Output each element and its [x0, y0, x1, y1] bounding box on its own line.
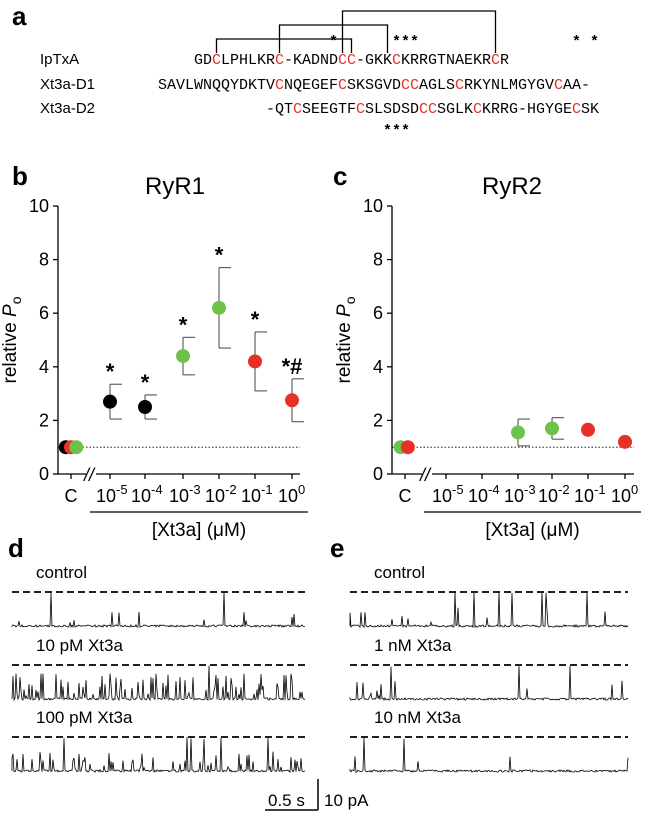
scale-bar: 0.5 s 10 pA [265, 779, 369, 811]
conservation-mark: *** [392, 34, 419, 51]
y-tick-label: 2 [373, 410, 383, 430]
data-point [248, 354, 262, 369]
channel-trace [349, 737, 629, 773]
x-tick-label: 10-2 [205, 482, 237, 506]
data-point [176, 349, 190, 364]
significance-label: *# [282, 354, 303, 379]
x-tick-label: 10-5 [96, 482, 128, 506]
y-tick-label: 4 [373, 357, 383, 377]
channel-trace [349, 665, 629, 701]
panel-label-b: b [12, 161, 28, 191]
control-point [400, 440, 415, 455]
data-point [511, 425, 525, 440]
sequence-row: SAVLWNQQYDKTVCNQEGEFCSKSGVDCCAGLSCRKYNLM… [158, 77, 590, 94]
x-axis-label: [Xt3a] (μM) [485, 520, 579, 541]
data-point [581, 422, 595, 437]
control-point [69, 440, 84, 455]
y-tick-label: 6 [373, 303, 383, 323]
data-point [545, 421, 559, 436]
x-tick-label: C [65, 486, 78, 506]
sequence-alignment: IpTxA GDCLPHLKRC-KADNDCC-GKKCKRRGTNAEKRC… [40, 10, 599, 140]
conservation-mark: * [590, 34, 599, 51]
channel-trace [11, 665, 306, 702]
disulfide-bridge [341, 10, 497, 53]
x-tick-label: 100 [611, 482, 638, 506]
y-tick-label: 6 [39, 303, 49, 323]
significance-label: * [141, 370, 150, 395]
axis-break: // [418, 465, 432, 485]
x-tick-label: 100 [278, 482, 305, 506]
chart-title: RyR2 [482, 173, 542, 200]
conservation-mark: * [572, 34, 581, 51]
y-axis-label: relative Po [334, 296, 358, 383]
trace-label: 100 pM Xt3a [36, 708, 133, 727]
disulfide-bridge [215, 38, 353, 53]
y-tick-label: 10 [363, 196, 383, 216]
significance-label: * [251, 307, 260, 332]
traces-ryr1: control 10 pM Xt3a 100 pM Xt3a [11, 563, 306, 773]
significance-label: * [106, 359, 115, 384]
channel-trace [349, 592, 629, 629]
axis-break: // [82, 465, 96, 485]
sequence-row: -QTCSEEGTFCSLSDSDCCSGLKCKRRG-HGYGECSK [158, 101, 599, 118]
x-tick-label: 10-3 [169, 482, 201, 506]
scale-bar-current: 10 pA [324, 791, 369, 810]
channel-trace [11, 737, 306, 773]
x-tick-label: 10-4 [468, 482, 500, 506]
y-tick-label: 8 [373, 250, 383, 270]
sequence-name: Xt3a-D2 [40, 100, 95, 117]
trace-label: 10 nM Xt3a [374, 708, 461, 727]
sequence-name: Xt3a-D1 [40, 76, 95, 93]
data-point [618, 434, 632, 449]
significance-label: * [215, 243, 224, 268]
sequence-row: GDCLPHLKRC-KADNDCC-GKKCKRRGTNAEKRCR [158, 52, 509, 69]
panel-label-d: d [8, 533, 24, 563]
conservation-mark: * [329, 34, 338, 51]
chart-title: RyR1 [145, 173, 205, 200]
data-point [285, 393, 299, 408]
scale-bar-time: 0.5 s [268, 791, 305, 810]
traces-ryr2: control 1 nM Xt3a 10 nM Xt3a [349, 563, 629, 773]
x-tick-label: 10-2 [538, 482, 570, 506]
y-tick-label: 8 [39, 250, 49, 270]
y-tick-label: 4 [39, 357, 49, 377]
x-axis-label: [Xt3a] (μM) [152, 520, 246, 541]
sequence-name: IpTxA [40, 51, 79, 68]
disulfide-bridge [278, 24, 389, 53]
data-point [212, 300, 226, 315]
ryr1-chart: RyR1 0 2 4 6 8 10 //C 10-5 10-4 10-3 10-2 10-1 100 [Xt… [0, 173, 308, 541]
x-tick-label: 10-4 [131, 482, 163, 506]
trace-label: control [374, 563, 425, 582]
x-tick-label: 10-1 [241, 482, 273, 506]
x-tick-label: C [399, 486, 412, 506]
y-tick-label: 2 [39, 410, 49, 430]
channel-trace [11, 592, 306, 629]
data-point [138, 400, 152, 414]
y-tick-label: 0 [39, 464, 49, 484]
y-axis-label: relative Po [0, 296, 24, 383]
significance-label: * [179, 312, 188, 337]
data-point [103, 394, 117, 409]
ryr2-chart: RyR2 0 2 4 6 8 10 // C 10-5 10-4 10-3 10-2 10-1 100 [Xt… [334, 173, 641, 541]
y-tick-label: 0 [373, 464, 383, 484]
x-tick-label: 10-5 [432, 482, 464, 506]
panel-label-e: e [330, 533, 344, 563]
trace-label: control [36, 563, 87, 582]
trace-label: 10 pM Xt3a [36, 636, 123, 655]
trace-label: 1 nM Xt3a [374, 636, 452, 655]
panel-label-c: c [333, 161, 347, 191]
conservation-mark: *** [383, 123, 410, 140]
x-tick-label: 10-1 [574, 482, 606, 506]
x-tick-label: 10-3 [504, 482, 536, 506]
y-tick-label: 10 [29, 196, 49, 216]
panel-label-a: a [12, 1, 27, 31]
